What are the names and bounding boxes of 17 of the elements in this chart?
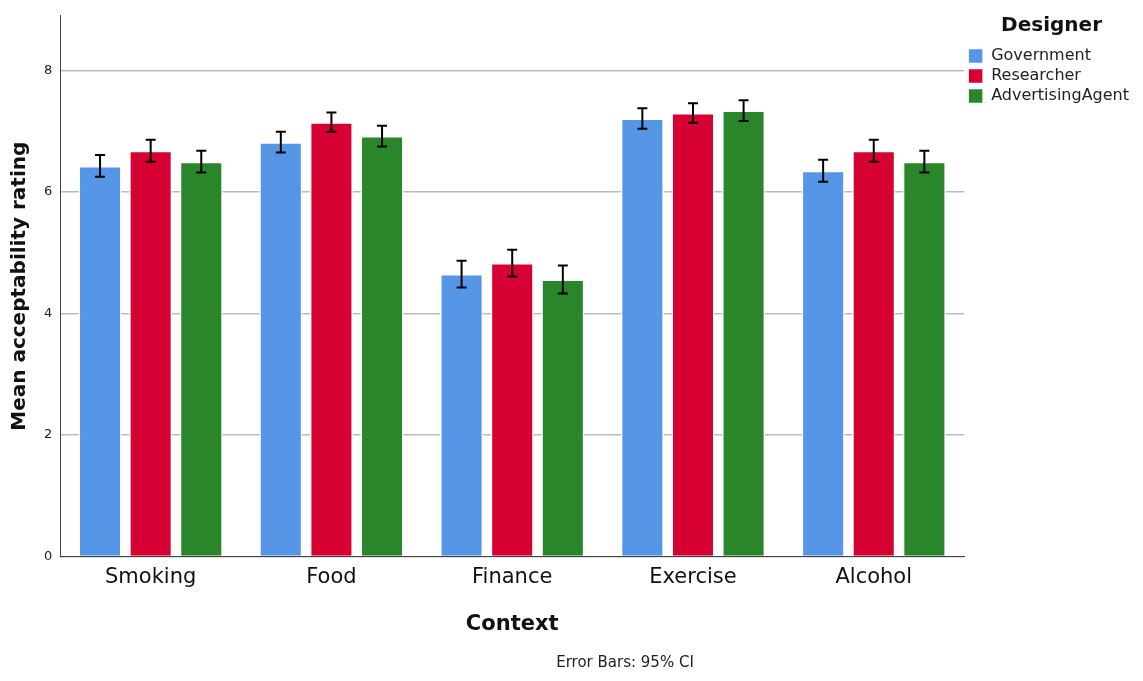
legend-label: Researcher [991, 65, 1082, 85]
y-tick-label: 2 [43, 426, 53, 442]
y-tick-label: 6 [43, 183, 53, 199]
text: Error Bars: 95% CI [556, 652, 694, 671]
legend-label: AdvertisingAgent [991, 85, 1130, 105]
y-tick-label: 0 [43, 547, 53, 563]
x-axis-title: Context [465, 610, 559, 635]
x-tick-label: Exercise [649, 563, 737, 588]
y-tick-label: 4 [43, 304, 53, 320]
legend-label: Government [991, 45, 1091, 65]
y-tick-label: 8 [43, 61, 53, 77]
x-tick-label: Smoking [105, 563, 197, 588]
x-tick-label: Food [306, 563, 357, 588]
legend-title: Designer [1001, 12, 1103, 37]
x-tick-label: Alcohol [835, 563, 913, 588]
x-tick-label: Finance [472, 563, 553, 588]
y-axis-title: Mean acceptability rating [6, 141, 31, 431]
